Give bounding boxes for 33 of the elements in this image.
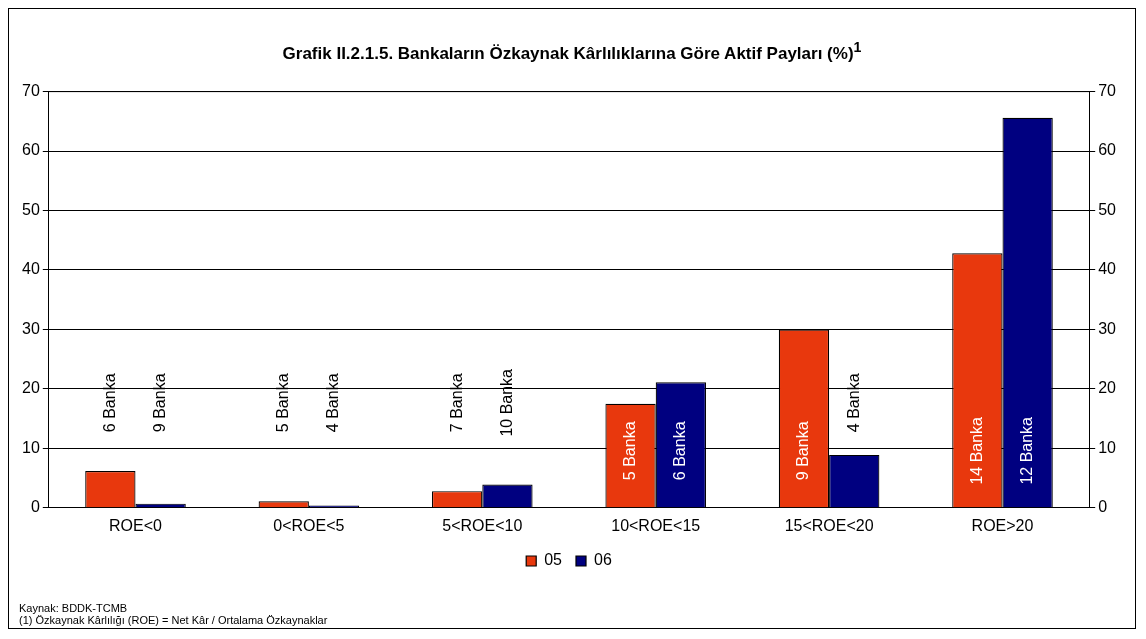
y2-tick-label: 0 [1098,498,1108,516]
x-tick-label: 10<ROE<15 [611,516,701,534]
y-tick-label: 60 [22,141,40,159]
y-tick-label: 30 [22,319,40,337]
legend-label: 05 [544,551,563,569]
annotation: 10 Banka [497,368,515,437]
annotation: 6 Banka [671,421,689,481]
y-tick-label: 20 [22,379,40,397]
y-tick-label: 50 [22,200,40,218]
annotation: 14 Banka [967,416,985,485]
x-tick-label: 5<ROE<10 [442,516,523,534]
y2-tick-label: 10 [1098,438,1117,456]
y2-tick-label: 20 [1098,379,1117,397]
y-tick-label: 0 [30,498,40,516]
annotation: 12 Banka [1018,416,1036,485]
y2-tick-label: 60 [1098,141,1117,159]
y2-tick-label: 50 [1098,200,1117,218]
legend-label: 06 [594,551,612,569]
y-tick-label: 40 [22,260,40,278]
chart-title: Grafik II.2.1.5. Bankaların Özkaynak Kârlılıklarına Göre Aktif Payları (%)$^{1}$ [281,39,863,65]
y2-tick-label: 70 [1098,82,1117,100]
annotation: 5 Banka [620,421,638,481]
text: Kaynak: BDDK-TCMB [19,602,129,614]
y-tick-label: 70 [22,82,40,100]
y2-tick-label: 40 [1098,260,1117,278]
y2-tick-label: 30 [1098,319,1117,337]
text: (1) Özkaynak Kârlılığı (ROE) = Net Kâr / Ortalama Özkaynaklar [19,614,328,626]
x-tick-label: 0<ROE<5 [273,516,345,534]
x-tick-label: 15<ROE<20 [784,516,874,534]
x-tick-label: ROE<0 [109,516,163,534]
x-tick-label: ROE>20 [971,516,1034,534]
annotation: 9 Banka [794,421,812,481]
y-tick-label: 10 [22,438,40,456]
